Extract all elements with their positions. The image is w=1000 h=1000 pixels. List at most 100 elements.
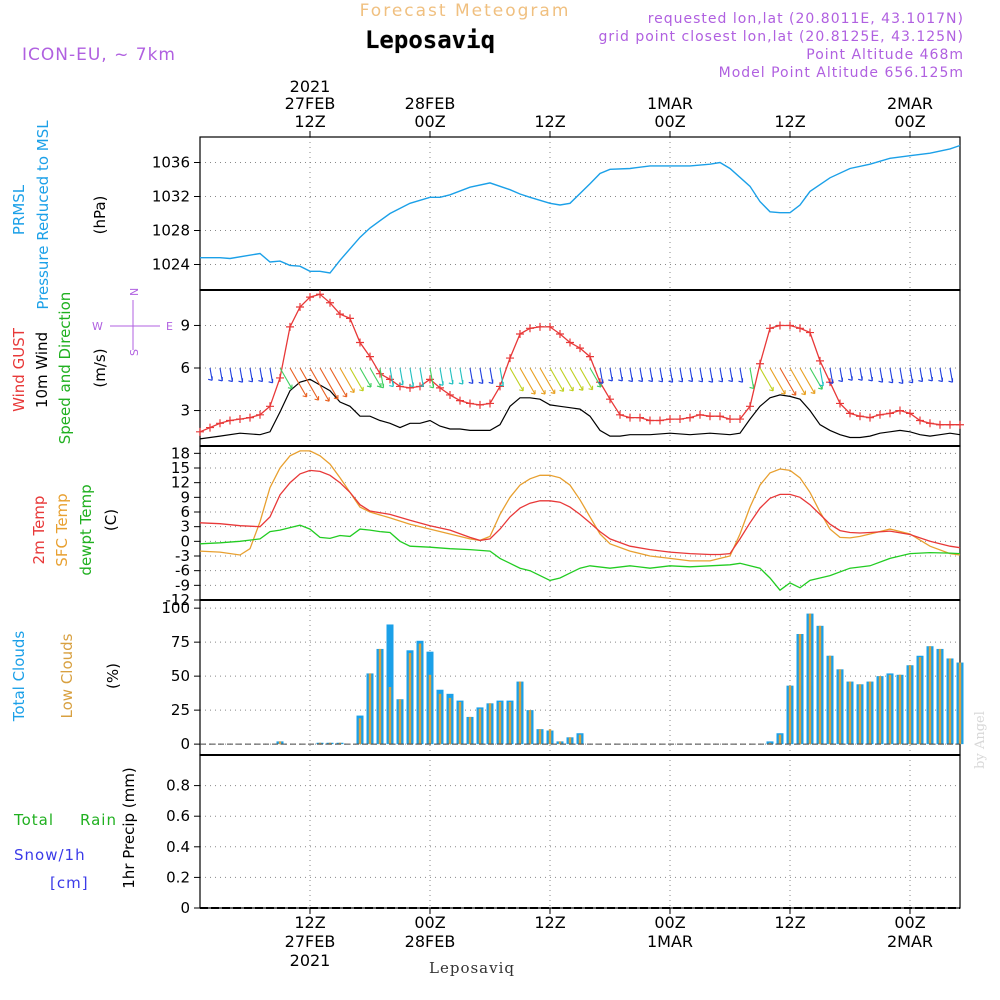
low-cloud-bar (798, 633, 802, 745)
gust-marker (326, 298, 334, 307)
gust-marker (846, 409, 854, 418)
low-cloud-bar (418, 643, 422, 745)
y-tick-label: 0.8 (166, 777, 190, 795)
low-cloud-bar (538, 729, 542, 745)
low-cloud-bar (848, 681, 852, 745)
y-tick-label: 1024 (152, 256, 190, 274)
low-cloud-bar (388, 687, 392, 745)
compass-n: N (128, 288, 141, 296)
gust-marker (236, 415, 244, 424)
wind-arrow (258, 367, 263, 383)
wind-arrow (559, 367, 574, 392)
gust-marker (616, 410, 624, 419)
watermark: by Angel (973, 711, 988, 769)
wind-dir-label: Speed and Direction (56, 292, 74, 445)
low-cloud-bar (358, 718, 362, 745)
wind-arrow (478, 367, 484, 384)
gust-marker (756, 359, 764, 368)
compass-w: W (92, 320, 103, 333)
y-tick-label: 1028 (152, 222, 190, 240)
pressure-line (200, 144, 961, 274)
wind-arrow (279, 367, 293, 390)
gust-marker (466, 399, 474, 408)
wind-arrow (638, 367, 643, 383)
low-cloud-bar (448, 697, 452, 745)
y-tick-label: 0.2 (166, 868, 190, 886)
gust-marker (676, 415, 684, 424)
wind-arrow (918, 367, 923, 383)
gust-marker (336, 310, 344, 319)
wind-arrow (289, 367, 308, 398)
plot-area: 1024102810321036369-12-9-6-3036912151802… (152, 77, 964, 970)
y-tick-label: 1032 (152, 188, 190, 206)
rain-label: Rain (80, 811, 117, 829)
gust-marker (516, 329, 524, 338)
wind-arrow (678, 367, 683, 383)
gust-marker (946, 420, 954, 429)
low-cloud-bar (438, 693, 442, 745)
low-cloud-bar (878, 676, 882, 745)
y-tick-label: 9 (180, 488, 190, 506)
gust-marker (346, 314, 354, 323)
gust-marker (566, 338, 574, 347)
gust-marker (266, 402, 274, 411)
wind-arrow (898, 367, 904, 384)
gust-marker (386, 375, 394, 384)
y-tick-label: -9 (175, 576, 190, 594)
wind-arrow (708, 367, 714, 383)
gust-marker (686, 413, 694, 422)
y-tick-label: -6 (175, 562, 190, 580)
wind-arrow (268, 367, 274, 384)
y-tick-label: 100 (161, 599, 190, 617)
y-tick-label: 1036 (152, 154, 190, 172)
low-cloud-bar (828, 655, 832, 745)
wind-arrow (359, 367, 372, 388)
bottom-time-date: 2MAR (887, 932, 933, 951)
wind-arrow (749, 367, 755, 389)
gust-marker (866, 413, 874, 422)
wind-arrow (499, 367, 504, 387)
y-tick-label: 3 (180, 518, 190, 536)
wind-arrow (718, 367, 723, 383)
wind-arrow (468, 367, 474, 384)
gust-marker (536, 322, 544, 331)
wind-arrow (769, 367, 786, 395)
gust-marker (456, 396, 464, 405)
wind-arrow (888, 367, 894, 384)
gust-marker (936, 420, 944, 429)
gust-marker (746, 402, 754, 411)
gust-marker (316, 290, 324, 299)
gust-marker (436, 383, 444, 392)
wind-arrow (519, 367, 536, 395)
gust-marker (306, 293, 314, 302)
y-tick-label: 0.4 (166, 838, 190, 856)
low-cloud-bar (768, 742, 772, 745)
bottom-time-hour: 12Z (534, 913, 565, 932)
low-cloud-bar (518, 681, 522, 745)
top-time-hour: 00Z (414, 112, 445, 131)
gust-marker (776, 321, 784, 330)
gust-marker (446, 390, 454, 399)
low-cloud-bar (488, 703, 492, 745)
top-time-hour: 00Z (654, 112, 685, 131)
wind-label: 10m Wind (33, 332, 51, 408)
gust-marker (956, 420, 964, 429)
wind-arrow (389, 367, 394, 388)
low-cloud-bar (428, 674, 432, 745)
low-cloud-bar (328, 742, 332, 745)
top-time-hour: 12Z (534, 112, 565, 131)
wind-arrow (429, 367, 435, 389)
y-tick-label: 9 (180, 316, 190, 334)
wind-arrow (379, 367, 385, 389)
gust-marker (546, 322, 554, 331)
low-cloud-bar (938, 648, 942, 745)
gust-marker (766, 324, 774, 333)
gust-marker (256, 410, 264, 419)
wind-arrow (539, 367, 556, 395)
low-cloud-bar (508, 701, 512, 745)
t2m-line (199, 469, 961, 556)
wind-arrow (248, 367, 253, 383)
bottom-time-hour: 12Z (294, 913, 325, 932)
wind-arrow (779, 367, 797, 396)
